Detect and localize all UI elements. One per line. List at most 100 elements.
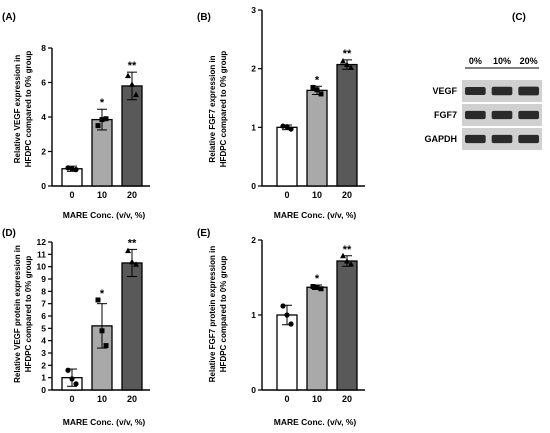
data-point-e [284,312,290,318]
x-tick-label-a: 0 [69,190,74,200]
data-point-b [314,87,320,93]
chart-panel-b: (B) Relative FGF7 expression in HFDPC co… [197,5,365,220]
y-axis-label-line2-d: HFDPC compared to 0% group [24,256,33,373]
data-point-b [348,64,354,70]
y-axis-label-line2-a: HFDPC compared to 0% group [24,51,33,168]
data-point-e [318,286,324,292]
bar-e [336,260,358,391]
significance-marker-d: ** [128,237,137,249]
significance-marker-d: * [100,288,105,300]
y-tick-label-d: 12 [37,237,47,247]
data-point-a [69,166,75,172]
data-point-b [280,123,286,129]
blot-band [465,134,486,144]
blot-band [491,134,513,144]
data-point-a [129,81,135,87]
bar-e [276,314,298,391]
data-point-e [348,261,354,267]
chart-panel-e: (E) Relative FGF7 protein expression in … [197,228,365,427]
data-point-e [314,284,320,290]
y-axis-label-line1-e: Relative FGF7 protein expression in [208,246,217,383]
blot-column-label: 20% [520,56,538,66]
y-tick-label-a: 4 [41,112,46,122]
y-tick-label-d: 5 [41,323,46,333]
blot-band [465,110,486,120]
y-tick-label-d: 8 [41,286,46,296]
data-point-a [99,117,105,123]
data-point-d [129,258,135,265]
y-tick-label-d: 1 [41,373,46,383]
x-tick-label-e: 10 [312,394,322,404]
y-axis-label-line1-a: Relative VEGF expression in [13,55,22,164]
y-tick-label-e: 0 [251,385,256,395]
x-tick-label-d: 10 [97,394,107,404]
bar-e [306,286,328,391]
y-tick-label-b: 1 [251,122,256,132]
y-tick-label-e: 1 [251,310,256,320]
y-tick-label-d: 10 [37,262,47,272]
chart-panel-d: (D) Relative VEGF protein expression in … [2,228,150,427]
x-tick-label-d: 20 [127,394,137,404]
data-point-a [103,116,109,122]
y-tick-label-d: 0 [41,385,46,395]
x-tick-label-b: 0 [284,190,289,200]
bar-a [121,85,143,187]
data-point-e [340,252,346,259]
data-point-a [133,91,139,98]
bar-b [306,89,328,187]
y-tick-label-b: 2 [251,64,256,74]
significance-marker-a: * [100,97,105,109]
x-tick-label-b: 10 [312,190,322,200]
panel-label-e: (E) [197,228,210,239]
significance-marker-e: ** [343,244,352,256]
bar-b [336,63,358,187]
panel-label-a: (A) [2,12,16,23]
y-tick-label-d: 11 [37,249,46,259]
data-point-d [95,297,101,303]
blot-row-label: FGF7 [434,110,457,120]
data-point-e [288,321,294,327]
x-tick-label-b: 20 [342,190,352,200]
data-point-b [310,84,316,90]
data-point-d [103,343,109,349]
y-tick-label-b: 3 [251,5,256,15]
y-tick-label-d: 3 [41,348,46,358]
y-tick-label-a: 2 [41,147,46,157]
panel-label-c: (C) [512,12,526,23]
data-point-a [95,123,101,129]
data-point-e [344,258,350,264]
data-point-e [280,303,286,309]
data-point-a [73,167,79,173]
blot-band [518,110,539,120]
y-axis-label-line2-e: HFDPC compared to 0% group [219,256,228,373]
y-tick-label-a: 0 [41,181,46,191]
significance-marker-b: ** [343,48,352,60]
y-axis-label-line1-d: Relative VEGF protein expression in [13,245,22,383]
data-point-d [133,261,139,267]
western-blot-panel: (C) 0% 10% 20% VEGF FGF7 GAPDH [424,12,542,150]
bar-b [276,126,298,187]
data-point-e [310,284,316,289]
data-point-a [65,165,71,171]
panel-label-d: (D) [2,228,16,239]
x-tick-label-e: 0 [284,394,289,404]
data-point-d [73,381,79,387]
blot-band [518,134,539,144]
y-tick-label-d: 2 [41,360,46,370]
blot-column-label: 10% [493,56,511,66]
y-tick-label-d: 6 [41,311,46,321]
data-point-b [344,61,350,68]
blot-band [465,87,486,95]
data-point-d [65,367,71,373]
blot-column-label: 0% [469,56,482,66]
data-point-d [125,247,131,254]
data-point-b [340,58,346,64]
x-axis-label-d: MARE Conc. (v/v, %) [63,417,146,427]
x-axis-label-a: MARE Conc. (v/v, %) [63,210,146,220]
y-tick-label-d: 7 [41,299,46,309]
significance-marker-a: ** [128,60,137,72]
y-tick-label-a: 6 [41,78,46,88]
data-point-a [125,72,131,79]
data-point-d [99,328,105,334]
